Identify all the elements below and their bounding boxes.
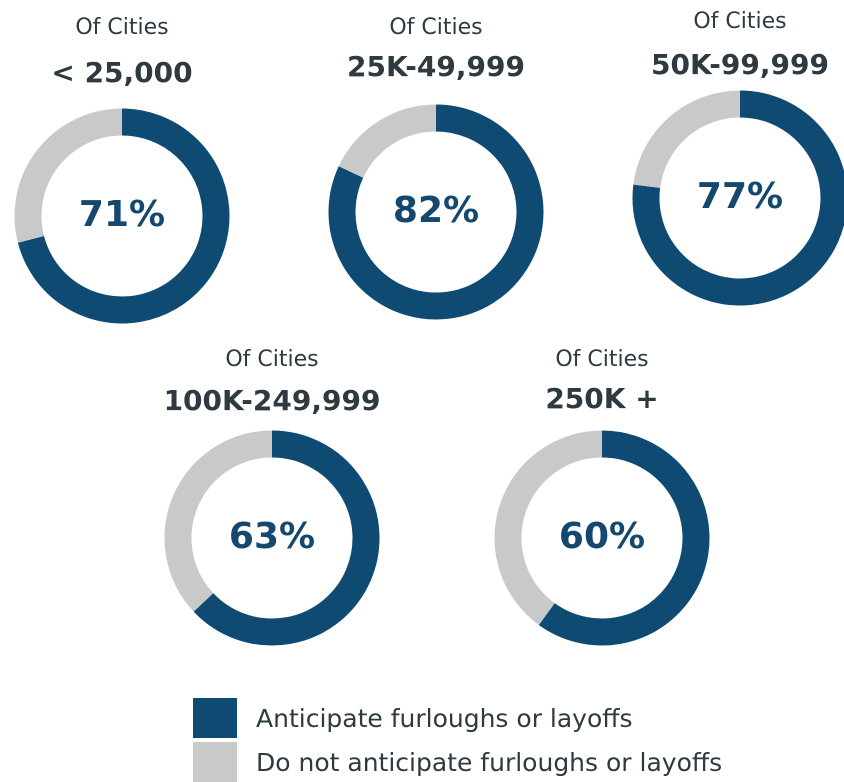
chart-subtitle: 25K-49,999: [347, 50, 525, 83]
chart-subtitle: 50K-99,999: [651, 48, 829, 81]
chart-title: Of Cities: [693, 9, 786, 34]
chart-title: Of Cities: [389, 15, 482, 40]
value-label: 63%: [229, 516, 315, 557]
value-label: 77%: [697, 176, 783, 217]
donut-segment: [338, 104, 437, 179]
donut-segment: [633, 90, 741, 189]
chart-subtitle: 250K +: [545, 382, 658, 415]
chart-title: Of Cities: [75, 15, 168, 40]
value-label: 60%: [559, 516, 645, 557]
chart-title: Of Cities: [225, 347, 318, 372]
chart-title: Of Cities: [555, 347, 648, 372]
legend-label: Anticipate furloughs or layoffs: [256, 704, 633, 733]
donut-segment: [632, 90, 844, 306]
value-label: 82%: [393, 190, 479, 231]
value-label: 71%: [79, 194, 165, 235]
legend-swatch: [193, 698, 237, 738]
legend-label: Do not anticipate furloughs or layoffs: [256, 748, 722, 777]
donut-segment: [193, 430, 380, 646]
donut-segment: [164, 430, 273, 612]
donut-segment: [494, 430, 603, 625]
donut-segment: [14, 108, 123, 243]
chart-subtitle: < 25,000: [51, 56, 192, 89]
legend-swatch: [193, 742, 237, 782]
donut-segment: [328, 104, 544, 320]
donut-segment: [538, 430, 710, 646]
chart-subtitle: 100K-249,999: [164, 384, 381, 417]
donut-segment: [17, 108, 230, 324]
